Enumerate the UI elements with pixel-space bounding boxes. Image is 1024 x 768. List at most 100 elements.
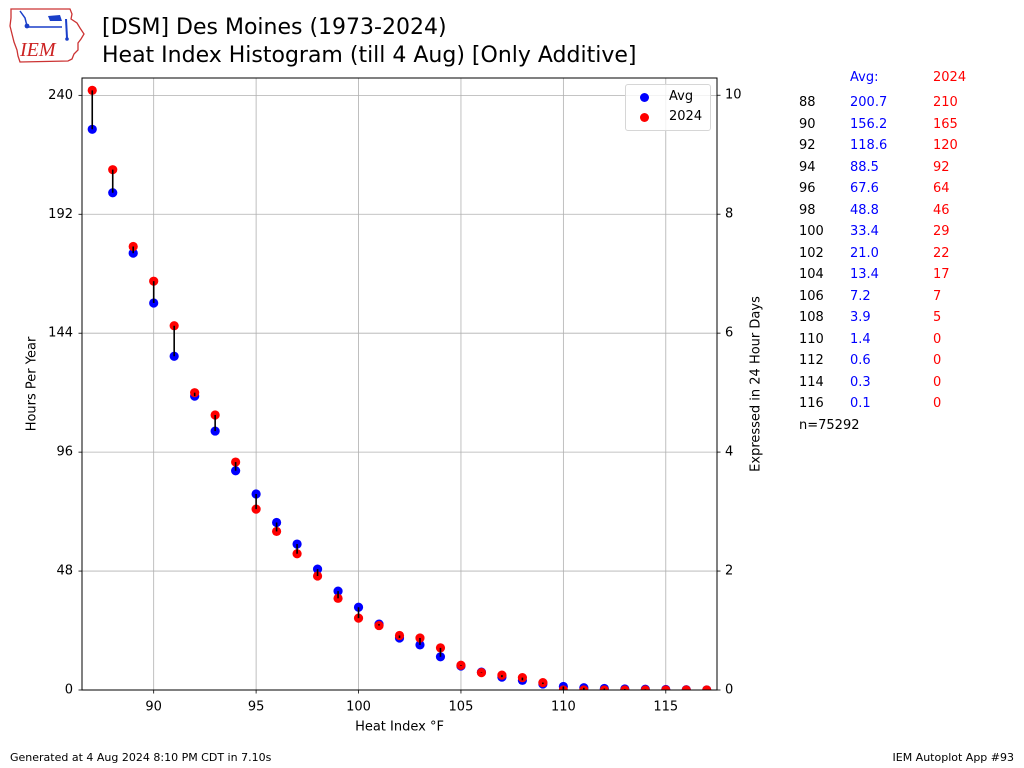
series-2024-point xyxy=(333,593,343,603)
x-axis-label: Heat Index °F xyxy=(355,720,444,735)
series-2024-point xyxy=(292,549,302,559)
avg-point xyxy=(435,652,446,662)
x-tick-label: 110 xyxy=(551,700,576,715)
table-cell-2024: 0 xyxy=(933,331,942,347)
weather-station-icon xyxy=(19,10,69,41)
y2-tick-label: 10 xyxy=(725,88,742,103)
chart-title-line-1: [DSM] Des Moines (1973-2024) xyxy=(102,15,447,40)
table-cell-avg: 21.0 xyxy=(850,245,879,261)
logo-text: IEM xyxy=(19,39,57,61)
legend-marker-avg xyxy=(639,92,649,102)
table-cell-avg: 3.9 xyxy=(850,310,871,326)
table-cell-avg: 118.6 xyxy=(850,138,888,154)
series-2024-point xyxy=(620,685,630,690)
table-header-avg: Avg: xyxy=(850,70,879,86)
generated-timestamp: Generated at 4 Aug 2024 8:10 PM CDT in 7… xyxy=(10,751,272,764)
chart-title: [DSM] Des Moines (1973-2024) Heat Index … xyxy=(102,14,636,70)
table-row: 94 88.5 92 xyxy=(799,157,999,179)
table-cell-2024: 165 xyxy=(933,116,958,132)
difference-connectors xyxy=(91,90,688,690)
table-row: 116 0.1 0 xyxy=(799,393,999,415)
table-row: 112 0.6 0 xyxy=(799,350,999,372)
y-tick-label: 144 xyxy=(48,326,73,341)
x-tick-label: 100 xyxy=(346,700,371,715)
series-avg xyxy=(87,124,712,690)
table-header-2024: 2024 xyxy=(933,70,967,86)
table-cell-2024: 0 xyxy=(933,374,942,390)
table-cell-temperature: 100 xyxy=(799,224,824,240)
table-cell-avg: 33.4 xyxy=(850,224,879,240)
table-row: 106 7.2 7 xyxy=(799,286,999,308)
legend-marker-2024 xyxy=(639,112,649,122)
table-cell-temperature: 108 xyxy=(799,310,824,326)
table-row: 88 200.7 210 xyxy=(799,92,999,114)
table-cell-avg: 48.8 xyxy=(850,202,879,218)
secondary-y-axis-label: Expressed in 24 Hour Days xyxy=(749,296,764,472)
table-header-row: Avg: 2024 xyxy=(799,67,999,89)
table-cell-2024: 64 xyxy=(933,181,950,197)
table-cell-temperature: 112 xyxy=(799,353,824,369)
table-cell-2024: 17 xyxy=(933,267,950,283)
chart-legend: Avg 2024 xyxy=(625,84,711,131)
y-tick-label: 192 xyxy=(48,207,73,222)
series-2024-point xyxy=(271,526,282,537)
series-2024-point xyxy=(579,685,589,690)
table-cell-avg: 0.1 xyxy=(850,396,871,412)
axis-ticks: 0 48 96 144 192 240 90 95 100 105 110 115 0 2 4 6 8 10 xyxy=(48,88,741,715)
y2-tick-label: 0 xyxy=(725,683,733,698)
table-cell-temperature: 114 xyxy=(799,374,824,390)
table-cell-2024: 0 xyxy=(933,396,942,412)
sample-size: n=75292 xyxy=(799,417,860,433)
table-cell-temperature: 96 xyxy=(799,181,816,197)
table-row: 96 67.6 64 xyxy=(799,178,999,200)
table-cell-2024: 120 xyxy=(933,138,958,154)
table-cell-avg: 0.3 xyxy=(850,374,871,390)
summary-table: 88 200.7 210 90 156.2 165 92 118.6 120 94 88.5 92 96… xyxy=(799,92,999,436)
legend-item-2024: 2024 xyxy=(626,107,710,127)
table-row: 110 1.4 0 xyxy=(799,329,999,351)
series-2024-point xyxy=(681,685,691,690)
x-tick-label: 90 xyxy=(145,700,162,715)
table-cell-2024: 29 xyxy=(933,224,950,240)
y-axis-label: Hours Per Year xyxy=(25,336,40,431)
y2-tick-label: 4 xyxy=(725,445,733,460)
table-cell-avg: 13.4 xyxy=(850,267,879,283)
table-cell-avg: 88.5 xyxy=(850,159,879,175)
legend-label-2024: 2024 xyxy=(669,109,703,124)
series-2024-point xyxy=(661,685,671,690)
table-sample-size-row: n=75292 xyxy=(799,415,999,437)
grid xyxy=(82,78,717,691)
table-cell-temperature: 92 xyxy=(799,138,816,154)
table-cell-avg: 156.2 xyxy=(850,116,888,132)
table-cell-2024: 7 xyxy=(933,288,942,304)
table-cell-2024: 210 xyxy=(933,95,958,111)
legend-label-avg: Avg xyxy=(669,89,694,104)
table-cell-2024: 22 xyxy=(933,245,950,261)
table-cell-temperature: 88 xyxy=(799,95,816,111)
table-row: 114 0.3 0 xyxy=(799,372,999,394)
y2-tick-label: 8 xyxy=(725,207,733,222)
series-2024-point xyxy=(128,241,138,252)
table-row: 102 21.0 22 xyxy=(799,243,999,265)
plot-area xyxy=(87,85,712,690)
table-cell-2024: 5 xyxy=(933,310,942,326)
table-cell-temperature: 116 xyxy=(799,396,824,412)
table-row: 92 118.6 120 xyxy=(799,135,999,157)
table-row: 108 3.9 5 xyxy=(799,307,999,329)
y-tick-label: 240 xyxy=(48,88,73,103)
app-credit: IEM Autoplot App #93 xyxy=(892,751,1015,764)
x-tick-label: 105 xyxy=(449,700,474,715)
table-row: 90 156.2 165 xyxy=(799,114,999,136)
legend-item-avg: Avg xyxy=(626,87,710,107)
table-row: 98 48.8 46 xyxy=(799,200,999,222)
table-row: 104 13.4 17 xyxy=(799,264,999,286)
series-2024-point xyxy=(640,685,650,690)
y2-tick-label: 6 xyxy=(725,326,733,341)
y-tick-label: 0 xyxy=(65,683,73,698)
table-cell-temperature: 102 xyxy=(799,245,824,261)
x-tick-label: 95 xyxy=(248,700,265,715)
series-2024-point xyxy=(599,685,609,690)
series-2024-point xyxy=(702,685,712,690)
y-tick-label: 48 xyxy=(56,564,73,579)
